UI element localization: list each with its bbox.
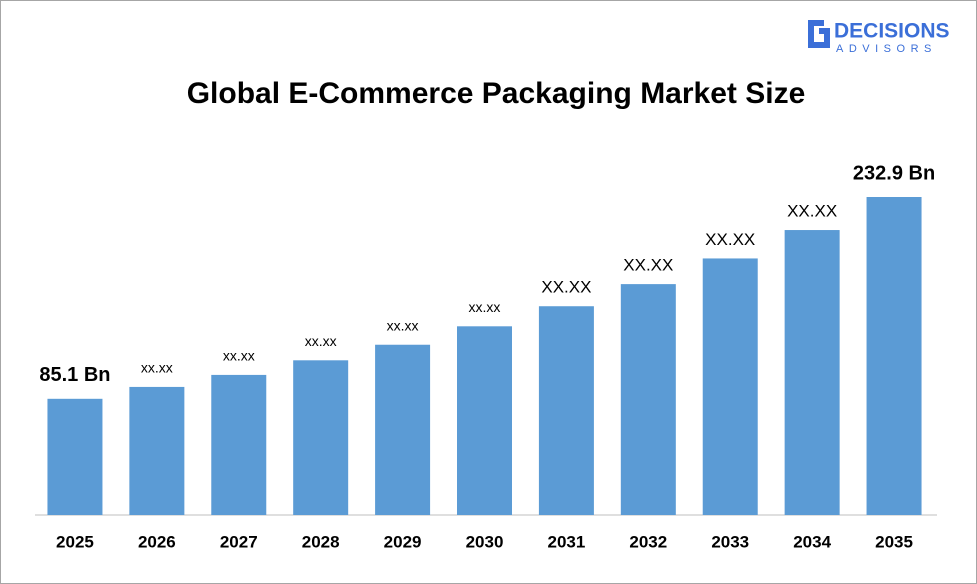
- data-label: XX.XX: [623, 256, 673, 275]
- chart-title: Global E-Commerce Packaging Market Size: [187, 77, 806, 110]
- bar: [293, 360, 349, 515]
- bar: [702, 258, 758, 515]
- logo-tagline: ADVISORS: [836, 43, 937, 55]
- data-label: XX.XX: [705, 230, 755, 249]
- x-tick-label: 2029: [384, 532, 422, 551]
- bar: [375, 344, 431, 515]
- x-tick-label: 2028: [302, 532, 340, 551]
- logo-name: DECISIONS: [834, 20, 950, 43]
- bar: [866, 197, 922, 515]
- data-label: XX.XX: [541, 278, 591, 297]
- bar: [457, 326, 512, 515]
- x-tick-label: 2033: [711, 532, 749, 551]
- x-tick-label: 2035: [875, 532, 913, 551]
- bar: [211, 374, 267, 515]
- bar: [538, 306, 594, 515]
- data-label: xx.xx: [141, 360, 173, 376]
- data-label: xx.xx: [469, 299, 501, 315]
- x-tick-label: 2027: [220, 532, 258, 551]
- x-tick-label: 2034: [793, 532, 831, 551]
- data-label: xx.xx: [387, 317, 419, 333]
- data-label: XX.XX: [787, 202, 837, 221]
- x-tick-label: 2031: [547, 532, 585, 551]
- x-tick-label: 2026: [138, 532, 176, 551]
- data-label: xx.xx: [305, 333, 337, 349]
- x-tick-label: 2030: [466, 532, 504, 551]
- data-label: xx.xx: [223, 348, 255, 364]
- data-label: 85.1 Bn: [39, 364, 110, 386]
- bar: [47, 398, 103, 515]
- x-tick-label: 2032: [629, 532, 667, 551]
- logo: DECISIONS ADVISORS: [808, 20, 950, 55]
- x-tick-label: 2025: [56, 532, 94, 551]
- data-label: 232.9 Bn: [853, 162, 935, 184]
- bar: [784, 230, 840, 515]
- bar: [620, 284, 676, 515]
- logo-icon: [808, 20, 830, 48]
- bar: [129, 386, 185, 515]
